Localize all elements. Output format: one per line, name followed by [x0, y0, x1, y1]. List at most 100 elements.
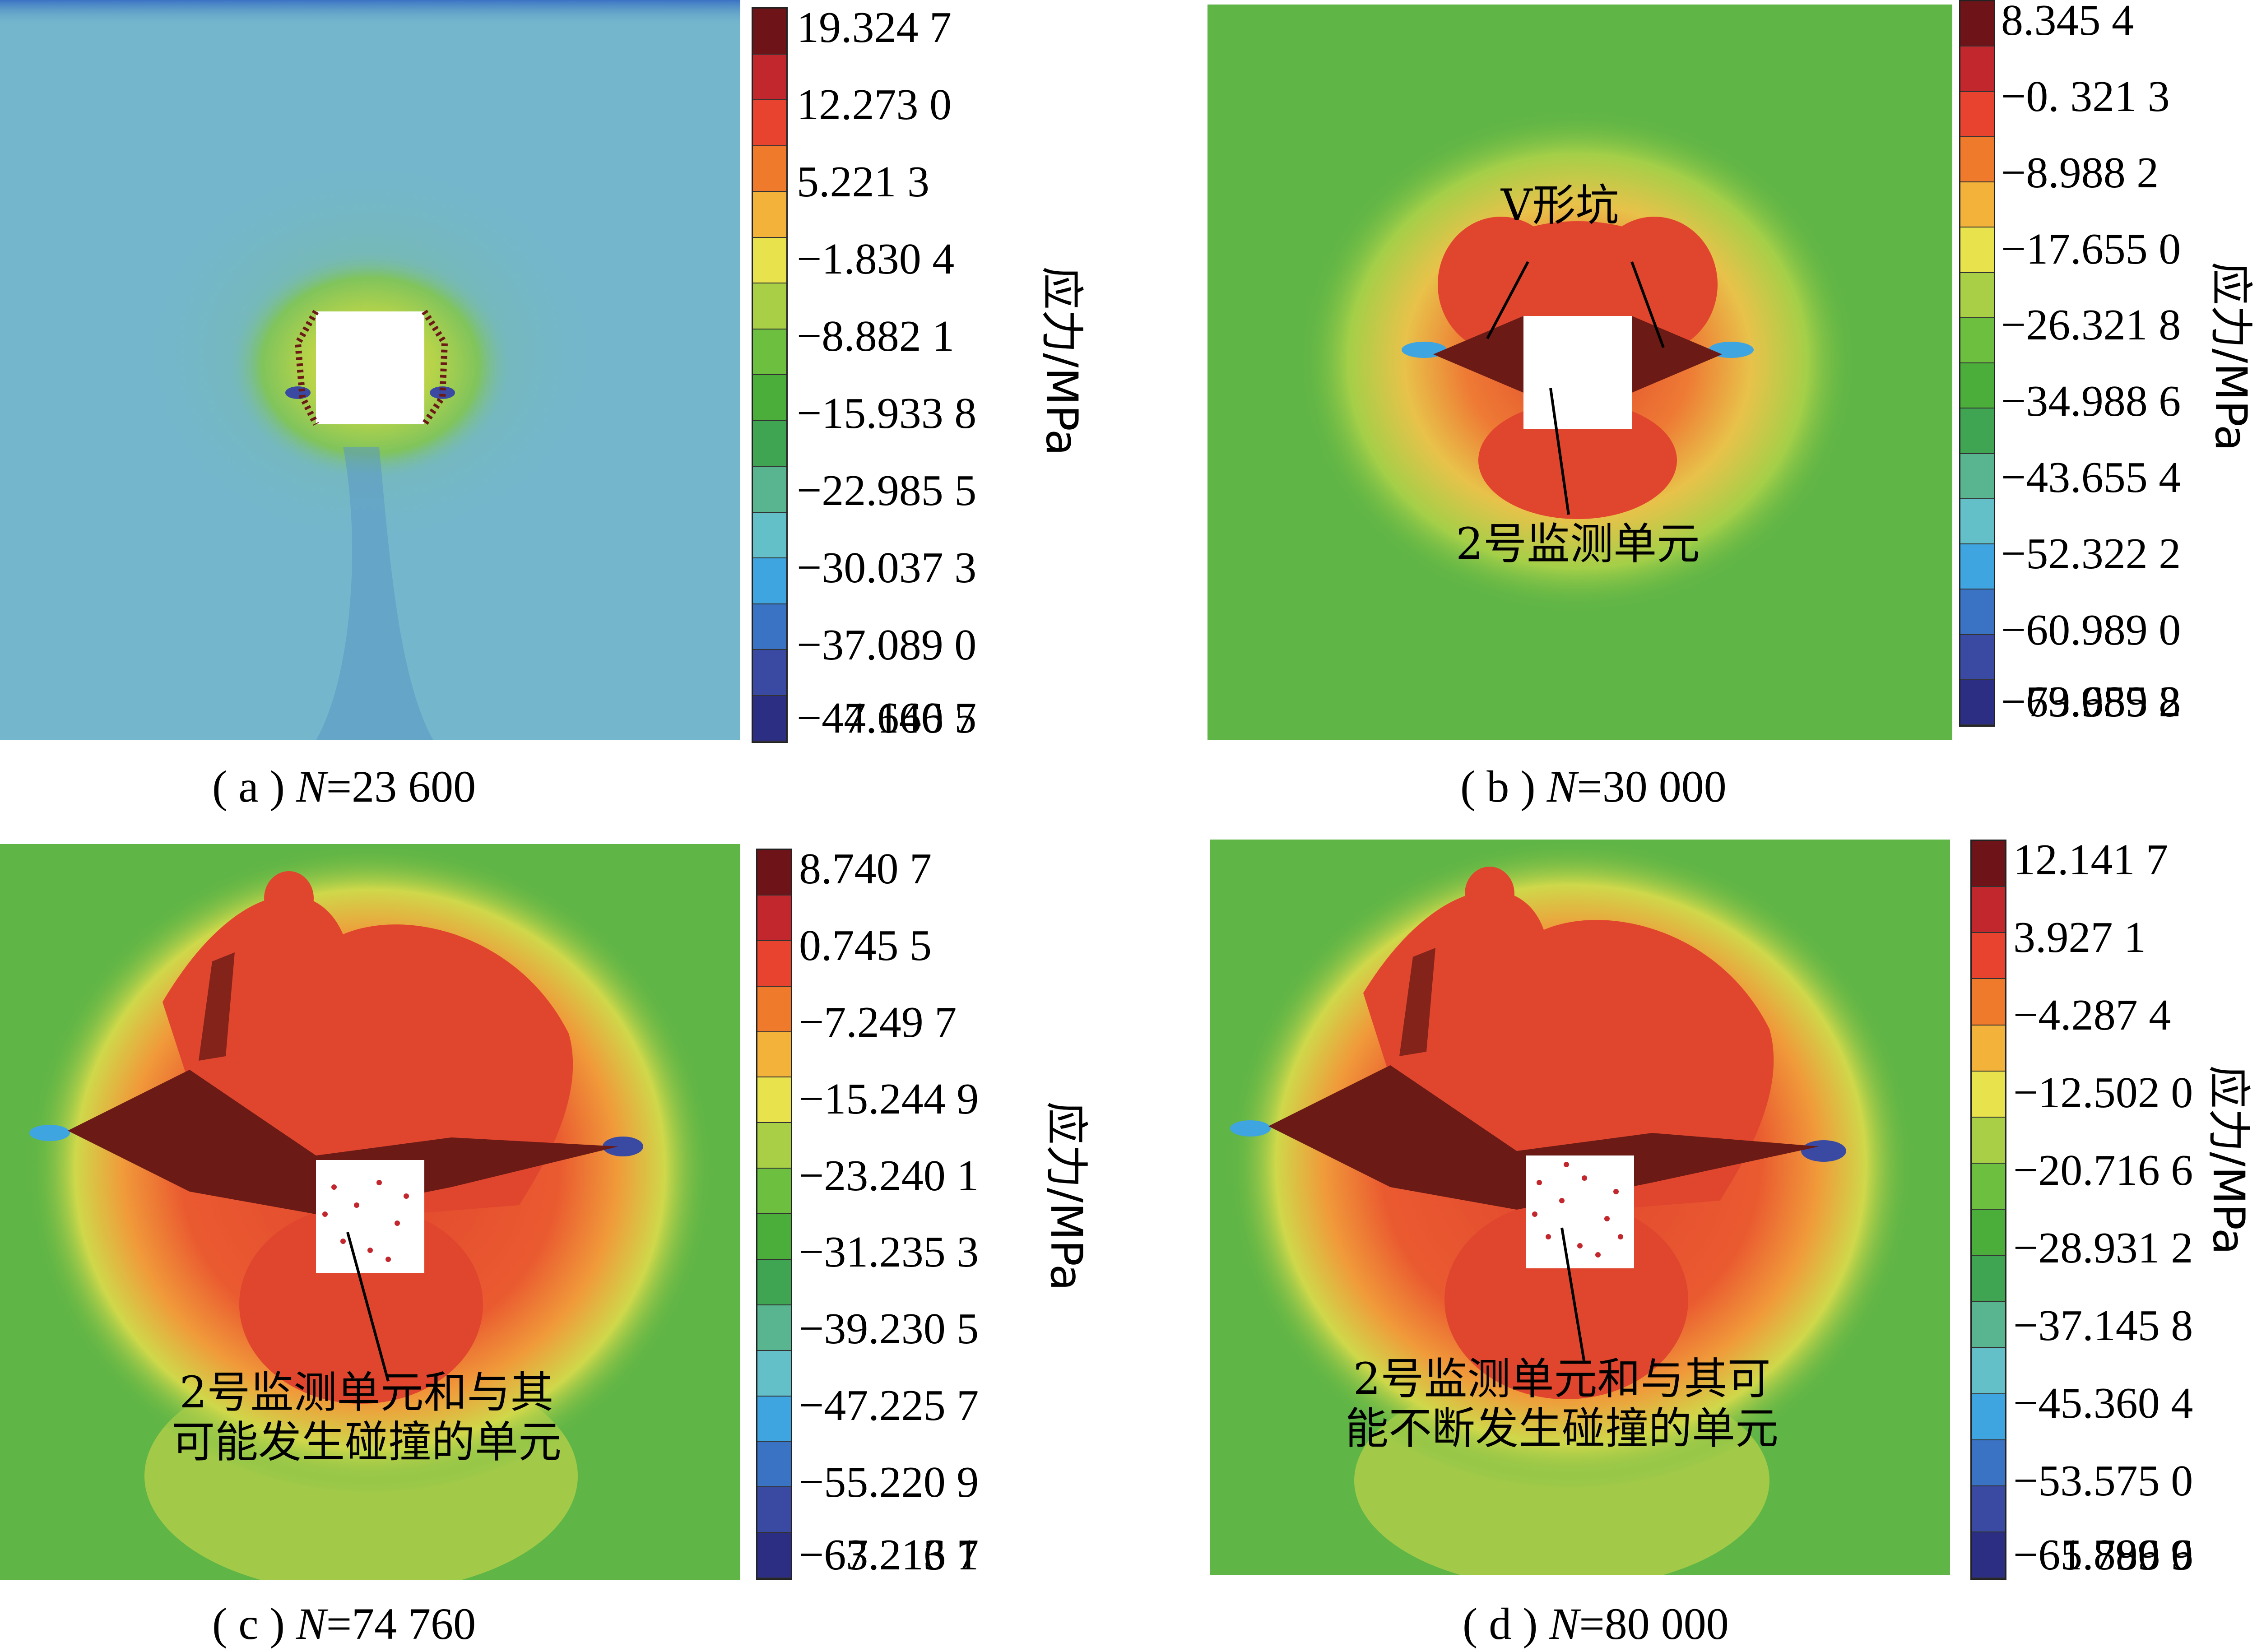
colorbar-tick-label: −7.249 7: [799, 998, 957, 1047]
colorbar-tick-label: −65.896 9: [2013, 1531, 2193, 1579]
caption-a: ( a ) N=23 600: [212, 761, 476, 812]
colorbar-band: [757, 986, 791, 1032]
caption-d: ( d ) N=80 000: [1463, 1599, 1729, 1649]
colorbar-tick-label: 12.273 0: [797, 80, 952, 129]
colorbar-band: [753, 421, 786, 467]
colorbar-band: [1972, 1025, 2005, 1072]
colorbar-band: [1960, 454, 1994, 499]
colorbar-tick-label: 8.345 4: [2001, 0, 2134, 45]
colorbar-band: [1972, 1348, 2005, 1394]
colorbar-a: [752, 7, 788, 743]
colorbar-band: [1972, 1163, 2005, 1210]
colorbar-c: [756, 849, 792, 1580]
colorbar-tick-label: −34.988 6: [2001, 377, 2181, 426]
stress-plot-c: 2号监测单元和与其 可能发生碰撞的单元: [0, 844, 740, 1580]
colorbar-tick-label: 12.141 7: [2013, 835, 2168, 884]
colorbar-tick-label: −23.240 1: [799, 1151, 979, 1200]
annotation-monitor-unit-c: 2号监测单元和与其 可能发生碰撞的单元: [172, 1367, 562, 1468]
unit-label-b: 应力/MPa: [2206, 262, 2256, 451]
colorbar-tick-label: −12.502 0: [2013, 1068, 2193, 1117]
colorbar-tick-label: −60.989 0: [2001, 605, 2181, 654]
colorbar-tick-label: −20.716 6: [2013, 1146, 2193, 1195]
colorbar-band: [753, 329, 786, 375]
colorbar-tick-label: −69.655 8: [2001, 678, 2181, 726]
colorbar-tick-label: −61.789 6: [2013, 1531, 2193, 1579]
colorbar-tick-label: 8.740 7: [799, 845, 932, 893]
colorbar-tick-label: −73.989 2: [2001, 678, 2181, 726]
stress-plot-a: [0, 0, 740, 740]
colorbar-tick-label: −53.575 0: [2013, 1457, 2193, 1505]
colorbar-band: [1972, 1440, 2005, 1486]
colorbar-band: [1960, 589, 1994, 635]
colorbar-band: [753, 650, 786, 696]
colorbar-tick-label: −47.225 7: [799, 1381, 979, 1430]
colorbar-tick-label: −4.287 4: [2013, 991, 2171, 1039]
colorbar-tick-label: 5.221 3: [797, 157, 929, 206]
colorbar-band: [1960, 227, 1994, 273]
colorbar-band: [757, 850, 791, 896]
colorbar-band: [1960, 137, 1994, 182]
colorbar-tick-label: −37.089 0: [797, 620, 977, 669]
colorbar-tick-label: 3.927 1: [2013, 913, 2146, 962]
colorbar-band: [1972, 1210, 2005, 1256]
colorbar-band: [753, 283, 786, 329]
colorbar-tick-label: 19.324 7: [797, 3, 952, 52]
stress-plot-d: 2号监测单元和与其可 能不断发生碰撞的单元: [1210, 840, 1950, 1575]
colorbar-band: [1960, 544, 1994, 590]
colorbar-band: [1972, 1071, 2005, 1118]
colorbar-band: [757, 1396, 791, 1442]
colorbar-tick-label: −31.235 3: [799, 1228, 979, 1277]
colorbar-tick-label: −63.216 1: [799, 1531, 979, 1579]
colorbar-band: [1972, 1486, 2005, 1532]
colorbar-band: [757, 1350, 791, 1397]
unit-label-d: 应力/MPa: [2203, 1065, 2254, 1255]
colorbar-band: [1972, 979, 2005, 1026]
colorbar-band: [753, 604, 786, 650]
colorbar-tick-label: −26.321 8: [2001, 301, 2181, 350]
stress-plot-b: V形坑 2号监测单元: [1207, 5, 1952, 740]
colorbar-tick-label: −45.360 4: [2013, 1379, 2193, 1428]
colorbar-band: [1972, 887, 2005, 933]
colorbar-band: [1972, 1532, 2005, 1578]
colorbar-band: [753, 9, 786, 55]
colorbar-band: [1972, 1256, 2005, 1302]
colorbar-tick-label: −22.985 5: [797, 466, 977, 515]
colorbar-tick-label: −44.140 7: [797, 694, 977, 742]
colorbar-band: [757, 895, 791, 941]
colorbar-band: [757, 941, 791, 987]
colorbar-band: [753, 100, 786, 146]
panel-d: 2号监测单元和与其可 能不断发生碰撞的单元 12.141 7 3.927 1 −4.…: [1210, 835, 2257, 1652]
colorbar-tick-label: −43.655 4: [2001, 453, 2181, 502]
unit-label-a: 应力/MPa: [1036, 266, 1087, 456]
colorbar-tick-label: −52.322 2: [2001, 529, 2181, 578]
colorbar-band: [1972, 1117, 2005, 1164]
colorbar-band: [1960, 273, 1994, 318]
panel-a: 19.324 7 12.273 0 5.221 3 −1.830 4 −8.882 1 −…: [0, 0, 1128, 831]
colorbar-band: [1960, 46, 1994, 92]
annotation-monitor-unit-d: 2号监测单元和与其可 能不断发生碰撞的单元: [1345, 1354, 1779, 1454]
colorbar-band: [1972, 841, 2005, 887]
colorbar-d: [1970, 840, 2006, 1580]
colorbar-band: [1960, 1, 1994, 47]
colorbar-b: [1959, 0, 1995, 727]
colorbar-band: [1960, 182, 1994, 228]
colorbar-band: [757, 1123, 791, 1169]
colorbar-band: [757, 1442, 791, 1488]
colorbar-band: [1960, 635, 1994, 680]
annotation-monitor-unit-b: 2号监测单元: [1456, 519, 1700, 569]
colorbar-band: [753, 696, 786, 742]
colorbar-band: [1960, 363, 1994, 409]
colorbar-tick-label: −17.655 0: [2001, 224, 2181, 274]
colorbar-tick-label: −8.988 2: [2001, 148, 2159, 197]
colorbar-tick-label: −67.213 7: [799, 1531, 979, 1579]
colorbar-band: [757, 1533, 791, 1578]
colorbar-tick-label: −37.145 8: [2013, 1301, 2193, 1350]
colorbar-tick-label: −0. 321 3: [2001, 72, 2170, 121]
colorbar-tick-label: −28.931 2: [2013, 1224, 2193, 1272]
colorbar-band: [753, 237, 786, 283]
colorbar-tick-label: −55.220 9: [799, 1458, 979, 1507]
colorbar-tick-label: −15.933 8: [797, 389, 977, 438]
colorbar-tick-label: 0.745 5: [799, 921, 932, 970]
colorbar-band: [753, 512, 786, 558]
colorbar-band: [1960, 408, 1994, 454]
